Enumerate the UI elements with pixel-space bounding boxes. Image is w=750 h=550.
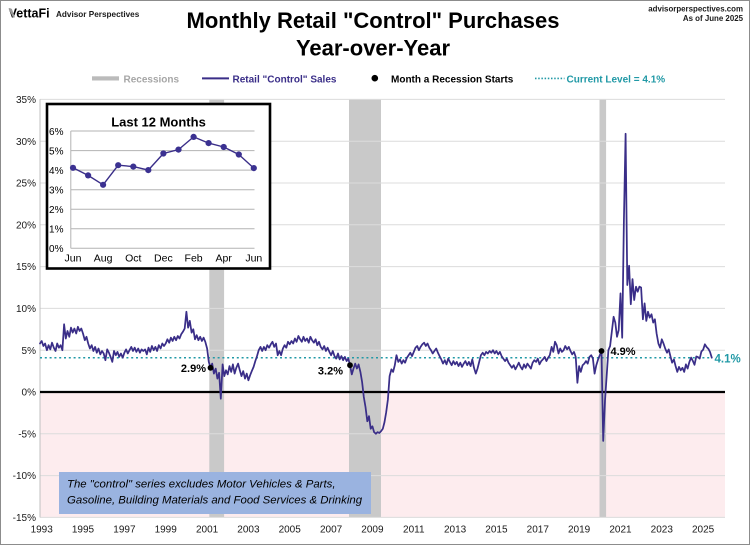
svg-text:2.9%: 2.9% [181, 363, 206, 375]
svg-text:1999: 1999 [155, 525, 178, 536]
svg-text:Advisor Perspectives: Advisor Perspectives [56, 10, 140, 19]
svg-text:2013: 2013 [444, 525, 467, 536]
svg-text:35%: 35% [16, 95, 36, 106]
svg-text:VettaFi: VettaFi [9, 6, 50, 20]
svg-text:20%: 20% [16, 220, 36, 231]
svg-text:2%: 2% [49, 205, 64, 216]
svg-text:0%: 0% [49, 244, 64, 255]
svg-text:2001: 2001 [196, 525, 219, 536]
svg-text:2017: 2017 [527, 525, 550, 536]
svg-text:1%: 1% [49, 225, 64, 236]
svg-text:0%: 0% [22, 388, 37, 399]
svg-text:Year-over-Year: Year-over-Year [296, 36, 451, 61]
svg-text:2005: 2005 [279, 525, 302, 536]
svg-text:2025: 2025 [692, 525, 715, 536]
svg-text:30%: 30% [16, 137, 36, 148]
svg-text:advisorperspectives.com: advisorperspectives.com [648, 4, 743, 13]
svg-text:Apr: Apr [216, 253, 233, 265]
svg-text:5%: 5% [49, 146, 64, 157]
svg-text:1995: 1995 [72, 525, 95, 536]
svg-text:3%: 3% [49, 186, 64, 197]
svg-text:15%: 15% [16, 262, 36, 273]
svg-text:-5%: -5% [18, 429, 36, 440]
svg-text:Dec: Dec [154, 253, 173, 265]
svg-text:Oct: Oct [125, 253, 141, 265]
svg-text:4.9%: 4.9% [611, 346, 636, 358]
svg-text:2019: 2019 [568, 525, 591, 536]
svg-text:2003: 2003 [237, 525, 260, 536]
svg-text:2015: 2015 [485, 525, 508, 536]
svg-text:Feb: Feb [185, 253, 203, 265]
svg-text:5%: 5% [22, 346, 37, 357]
svg-text:The "control" series excludes: The "control" series excludes Motor Vehi… [67, 478, 336, 490]
svg-text:2021: 2021 [609, 525, 632, 536]
svg-text:Recessions: Recessions [124, 75, 180, 86]
svg-text:1997: 1997 [113, 525, 136, 536]
svg-text:Jun: Jun [245, 253, 262, 265]
svg-text:4.1%: 4.1% [715, 354, 741, 366]
svg-text:Monthly Retail "Control" Purch: Monthly Retail "Control" Purchases [187, 8, 560, 33]
svg-text:Gasoline, Building Materials a: Gasoline, Building Materials and Food Se… [67, 494, 363, 506]
svg-text:25%: 25% [16, 179, 36, 190]
svg-text:Jun: Jun [65, 253, 82, 265]
svg-text:1993: 1993 [31, 525, 54, 536]
svg-text:As of June 2025: As of June 2025 [683, 14, 744, 23]
svg-text:-10%: -10% [13, 471, 36, 482]
svg-text:2023: 2023 [651, 525, 674, 536]
svg-text:-15%: -15% [13, 513, 36, 524]
svg-text:Retail "Control" Sales: Retail "Control" Sales [233, 75, 337, 86]
svg-text:2011: 2011 [403, 525, 425, 536]
svg-text:Month a Recession Starts: Month a Recession Starts [391, 75, 514, 86]
svg-text:2009: 2009 [361, 525, 384, 536]
svg-text:Current Level = 4.1%: Current Level = 4.1% [567, 75, 666, 86]
svg-text:4%: 4% [49, 166, 64, 177]
svg-text:2007: 2007 [320, 525, 343, 536]
svg-text:3.2%: 3.2% [318, 366, 343, 378]
svg-text:10%: 10% [16, 304, 36, 315]
svg-text:6%: 6% [49, 127, 64, 138]
svg-text:Last 12 Months: Last 12 Months [111, 114, 206, 129]
svg-text:Aug: Aug [94, 253, 113, 265]
